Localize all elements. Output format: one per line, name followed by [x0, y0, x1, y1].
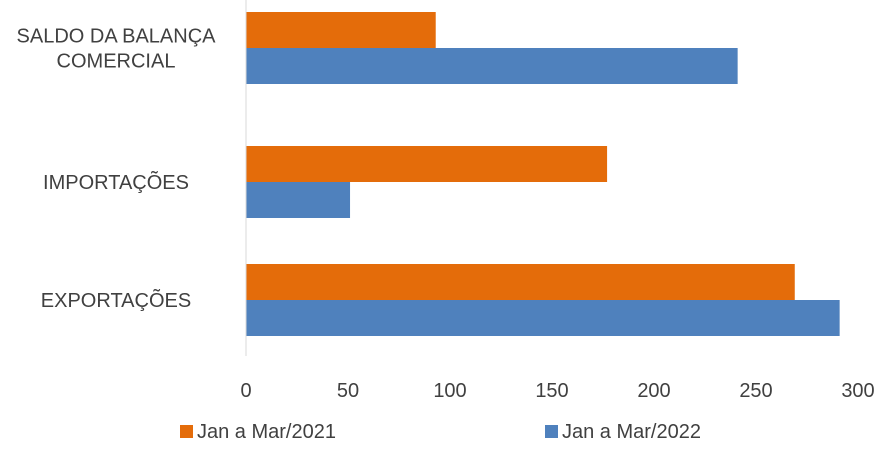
category-labels: SALDO DA BALANÇA COMERCIAL IMPORTAÇÕES EXPO… [17, 26, 217, 313]
bar-2022-1 [246, 182, 351, 218]
legend-label: Jan a Mar/2021 [197, 421, 336, 443]
x-tick-label: 250 [739, 380, 772, 402]
x-tick-labels: 0 50 100 150 200 250 300 [240, 380, 874, 402]
legend-swatch [180, 425, 193, 438]
bar-2021-2 [246, 264, 795, 300]
x-tick-label: 50 [337, 380, 359, 402]
bar-2022-0 [246, 48, 738, 84]
legend-label: Jan a Mar/2022 [562, 421, 701, 443]
x-tick-label: 150 [535, 380, 568, 402]
category-label: SALDO DA BALANÇA [17, 26, 217, 48]
bar-2021-1 [246, 146, 608, 182]
bars-layer [246, 12, 840, 336]
bar-2022-2 [246, 300, 840, 336]
legend: Jan a Mar/2021 Jan a Mar/2022 [180, 421, 701, 443]
x-tick-label: 0 [240, 380, 251, 402]
bar-2021-0 [246, 12, 436, 48]
legend-swatch [545, 425, 558, 438]
category-label: COMERCIAL [57, 51, 176, 73]
category-label: EXPORTAÇÕES [41, 288, 191, 312]
category-label: IMPORTAÇÕES [43, 170, 189, 194]
x-tick-label: 300 [841, 380, 874, 402]
x-tick-label: 100 [433, 380, 466, 402]
x-tick-label: 200 [637, 380, 670, 402]
